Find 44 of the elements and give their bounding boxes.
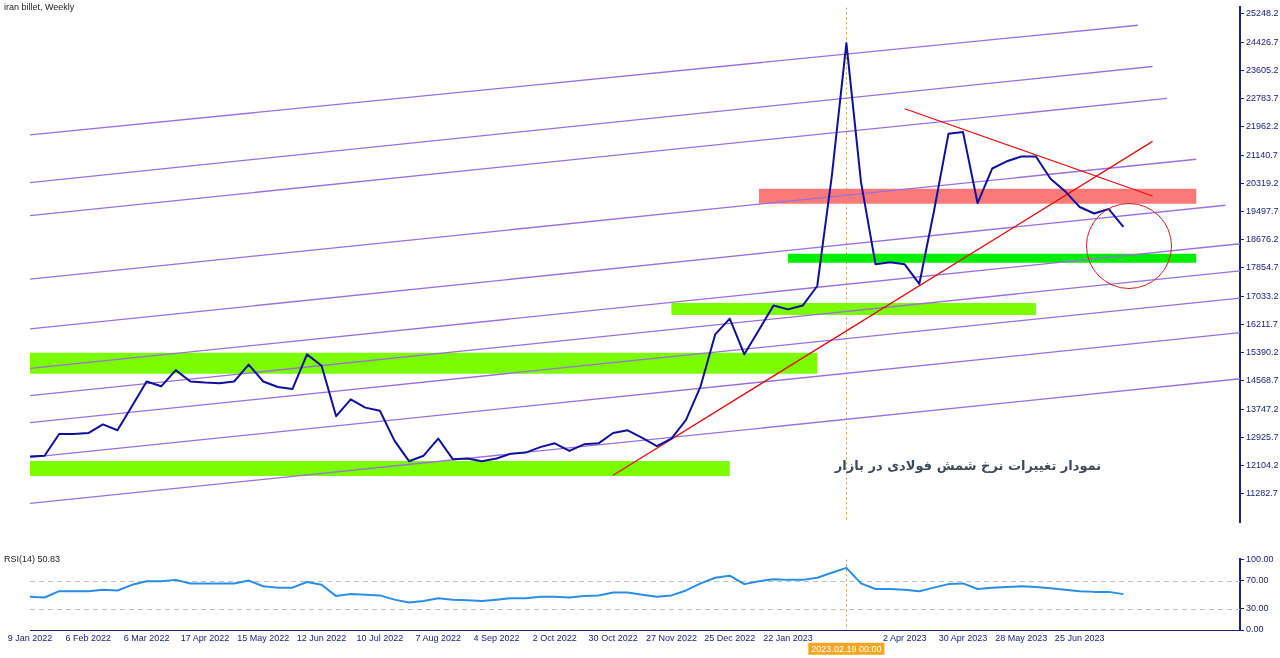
x-tick-label: 6 Feb 2022 bbox=[65, 632, 112, 643]
x-tick-label: 27 Nov 2022 bbox=[645, 632, 697, 643]
y-tick-label: 17854.7 bbox=[1246, 262, 1279, 273]
x-tick-label: 2023.02.19 00:00 bbox=[811, 643, 882, 654]
x-tick-label: 28 May 2023 bbox=[995, 632, 1048, 643]
y-tick-label: 100.00 bbox=[1246, 553, 1274, 564]
x-tick-label: 9 Jan 2022 bbox=[7, 632, 53, 643]
x-tick-label: 10 Jul 2022 bbox=[356, 632, 404, 643]
x-tick-label: 25 Jun 2023 bbox=[1054, 632, 1105, 643]
y-tick-label: 15390.2 bbox=[1246, 347, 1279, 358]
y-tick-label: 21140.7 bbox=[1246, 149, 1278, 160]
x-tick-label: 25 Dec 2022 bbox=[704, 632, 756, 643]
x-tick-label: 2 Oct 2022 bbox=[532, 632, 577, 643]
x-tick-label: 6 Mar 2022 bbox=[123, 632, 170, 643]
x-tick-label: 22 Jan 2023 bbox=[763, 632, 813, 643]
y-tick-label: 0.00 bbox=[1246, 624, 1264, 635]
chart-title: iran billet, Weekly bbox=[4, 1, 75, 12]
annotation: نمودار تغییرات نرخ شمش فولادی در بازار bbox=[833, 458, 1102, 474]
x-tick-label: 7 Aug 2022 bbox=[415, 632, 461, 643]
y-tick-label: 16211.7 bbox=[1246, 318, 1278, 329]
y-tick-label: 14568.7 bbox=[1246, 375, 1279, 386]
x-tick-label: 17 Apr 2022 bbox=[180, 632, 230, 643]
x-tick-label: 4 Sep 2022 bbox=[473, 632, 520, 643]
y-tick-label: 19497.7 bbox=[1246, 206, 1279, 217]
y-tick-label: 22783.7 bbox=[1246, 93, 1279, 104]
x-tick-label: 15 May 2022 bbox=[237, 632, 290, 643]
y-tick-label: 20319.2 bbox=[1246, 177, 1279, 188]
x-tick-label: 12 Jun 2022 bbox=[296, 632, 347, 643]
y-tick-label: 21962.2 bbox=[1246, 121, 1279, 132]
y-tick-label: 25248.2 bbox=[1246, 8, 1279, 19]
chart-title: RSI(14) 50.83 bbox=[4, 553, 61, 564]
y-tick-label: 13747.2 bbox=[1246, 403, 1279, 414]
y-tick-label: 12104.2 bbox=[1246, 460, 1279, 470]
y-tick-label: 24426.7 bbox=[1246, 36, 1279, 47]
y-tick-label: 18676.2 bbox=[1246, 234, 1279, 245]
x-tick-label: 30 Apr 2023 bbox=[938, 632, 988, 643]
y-tick-label: 11282.7 bbox=[1246, 488, 1278, 499]
y-tick-label: 30.00 bbox=[1246, 603, 1269, 614]
y-tick-label: 70.00 bbox=[1246, 575, 1269, 586]
y-tick-label: 17033.2 bbox=[1246, 290, 1279, 301]
x-tick-label: 2 Apr 2023 bbox=[882, 632, 927, 643]
y-tick-label: 23605.2 bbox=[1246, 64, 1279, 75]
x-tick-label: 30 Oct 2022 bbox=[588, 632, 638, 643]
y-tick-label: 12925.7 bbox=[1246, 431, 1279, 442]
